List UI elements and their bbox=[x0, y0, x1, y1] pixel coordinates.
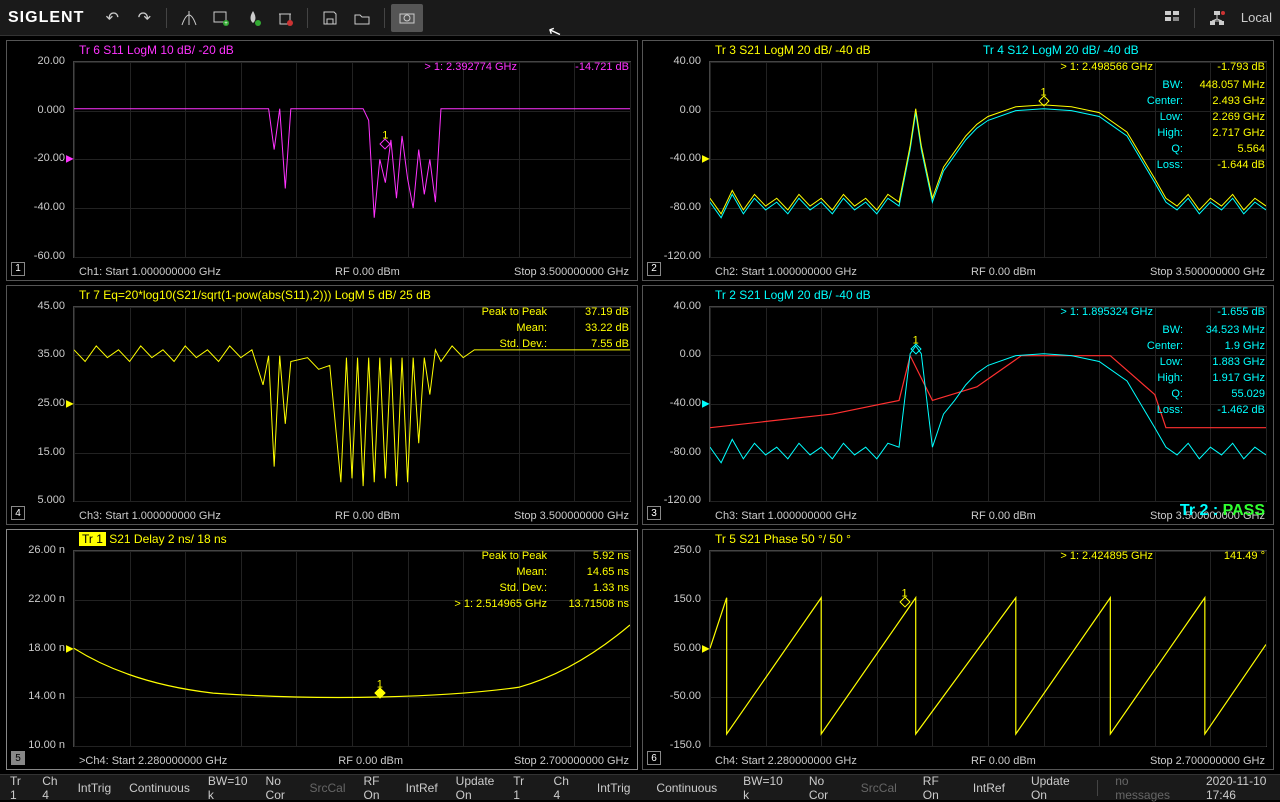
status-item[interactable]: Continuous bbox=[129, 781, 190, 795]
trace-stats: Peak to Peak37.19 dBMean:33.22 dBStd. De… bbox=[482, 304, 629, 352]
status-item[interactable]: IntRef bbox=[973, 781, 1005, 795]
status-item[interactable]: SrcCal bbox=[861, 781, 897, 795]
top-toolbar: SIGLENT ↶ ↷ + Local bbox=[0, 0, 1280, 36]
chart-panel-6[interactable]: Tr 5 S21 Phase 50 °/ 50 ° > 1: 2.424895 G… bbox=[642, 529, 1274, 770]
ref-level-arrow: ▶ bbox=[702, 154, 710, 165]
trace-header: Tr 1 S21 Delay 2 ns/ 18 ns bbox=[79, 532, 227, 546]
save-icon[interactable] bbox=[314, 4, 346, 32]
status-item[interactable]: BW=10 k bbox=[208, 774, 248, 802]
status-item[interactable]: BW=10 k bbox=[743, 774, 783, 802]
add-drop-icon[interactable] bbox=[237, 4, 269, 32]
trace-header: Tr 7 Eq=20*log10(S21/sqrt(1-pow(abs(S11)… bbox=[79, 288, 431, 302]
y-axis: 40.000.00-40.00-80.00-120.00 bbox=[651, 61, 705, 256]
redo-icon[interactable]: ↷ bbox=[128, 4, 160, 32]
network-icon[interactable] bbox=[1201, 4, 1233, 32]
ref-level-arrow: ▶ bbox=[66, 643, 74, 654]
chart-panel-1[interactable]: Tr 6 S11 LogM 10 dB/ -20 dB > 1: 2.392774… bbox=[6, 40, 638, 281]
status-item[interactable]: Tr 1 bbox=[10, 774, 24, 802]
channel-footer: Ch3: Start 1.000000000 GHzRF 0.00 dBmSto… bbox=[79, 510, 629, 522]
plot-area: ▶1 bbox=[709, 550, 1267, 747]
trace-header: Tr 2 S21 LogM 20 dB/ -40 dB bbox=[715, 288, 871, 302]
chart-panel-5[interactable]: Tr 1 S21 Delay 2 ns/ 18 ns Peak to Peak5.… bbox=[6, 529, 638, 770]
channel-footer: Ch1: Start 1.000000000 GHzRF 0.00 dBmSto… bbox=[79, 266, 629, 278]
local-label: Local bbox=[1241, 10, 1272, 25]
status-bar: Tr 1 Ch 4 IntTrig Continuous BW=10 k No Cor Sr… bbox=[0, 774, 1280, 800]
status-item[interactable]: Ch 4 bbox=[554, 774, 571, 802]
y-axis: 26.00 n22.00 n18.00 n14.00 n10.00 n bbox=[15, 550, 69, 745]
chart-panel-4[interactable]: Tr 7 Eq=20*log10(S21/sqrt(1-pow(abs(S11)… bbox=[6, 285, 638, 526]
trace-stats: Peak to Peak5.92 nsMean:14.65 nsStd. Dev… bbox=[454, 548, 629, 612]
undo-icon[interactable]: ↶ bbox=[96, 4, 128, 32]
delete-icon[interactable] bbox=[269, 4, 301, 32]
status-item[interactable]: Continuous bbox=[656, 781, 717, 795]
status-item[interactable]: IntTrig bbox=[78, 781, 112, 795]
channel-footer: Ch2: Start 1.000000000 GHzRF 0.00 dBmSto… bbox=[715, 266, 1265, 278]
trace-header: Tr 3 S21 LogM 20 dB/ -40 dB bbox=[715, 43, 871, 57]
marker-value: -14.721 dB bbox=[575, 61, 629, 73]
panel-number[interactable]: 4 bbox=[11, 506, 25, 520]
status-item[interactable]: No Cor bbox=[266, 774, 292, 802]
status-item[interactable]: RF On bbox=[364, 774, 388, 802]
layout-icon[interactable] bbox=[1156, 4, 1188, 32]
ref-level-arrow: ▶ bbox=[702, 643, 710, 654]
pass-fail-label: Tr 2 : PASS bbox=[1180, 502, 1265, 520]
panel-number[interactable]: 6 bbox=[647, 751, 661, 765]
status-item[interactable]: Update On bbox=[456, 774, 496, 802]
y-axis: 20.000.000-20.00-40.00-60.00 bbox=[15, 61, 69, 256]
channel-footer: >Ch4: Start 2.280000000 GHzRF 0.00 dBmSt… bbox=[79, 755, 629, 767]
status-item[interactable]: IntTrig bbox=[597, 781, 631, 795]
status-item[interactable]: Ch 4 bbox=[42, 774, 59, 802]
chart-panel-3[interactable]: Tr 2 S21 LogM 20 dB/ -40 dB > 1: 1.895324… bbox=[642, 285, 1274, 526]
status-item[interactable]: IntRef bbox=[406, 781, 438, 795]
panel-number[interactable]: 3 bbox=[647, 506, 661, 520]
ref-level-arrow: ▶ bbox=[702, 398, 710, 409]
marker-value: -1.793 dB bbox=[1217, 61, 1265, 73]
status-time: 2020-11-10 17:46 bbox=[1206, 774, 1270, 802]
status-item[interactable]: Update On bbox=[1031, 774, 1071, 802]
brand-logo: SIGLENT bbox=[8, 9, 84, 27]
status-item[interactable]: Tr 1 bbox=[513, 774, 527, 802]
open-icon[interactable] bbox=[346, 4, 378, 32]
y-axis: 40.000.00-40.00-80.00-120.00 bbox=[651, 306, 705, 501]
ref-level-arrow: ▶ bbox=[66, 398, 74, 409]
plot-area: ▶1 bbox=[73, 61, 631, 258]
plot-grid: Tr 6 S11 LogM 10 dB/ -20 dB > 1: 2.392774… bbox=[6, 40, 1274, 770]
marker-freq: > 1: 2.498566 GHz bbox=[1060, 61, 1153, 73]
ref-level-arrow: ▶ bbox=[66, 154, 74, 165]
chart-panel-2[interactable]: Tr 3 S21 LogM 20 dB/ -40 dB Tr 4 S12 LogM… bbox=[642, 40, 1274, 281]
trace-header: Tr 6 S11 LogM 10 dB/ -20 dB bbox=[79, 43, 234, 57]
panel-number[interactable]: 5 bbox=[11, 751, 25, 765]
marker-value: 141.49 ° bbox=[1224, 550, 1265, 562]
channel-footer: Ch4: Start 2.280000000 GHzRF 0.00 dBmSto… bbox=[715, 755, 1265, 767]
status-item[interactable]: No Cor bbox=[809, 774, 835, 802]
svg-text:+: + bbox=[225, 21, 229, 27]
panel-number[interactable]: 2 bbox=[647, 262, 661, 276]
bandwidth-info: BW:34.523 MHzCenter:1.9 GHzLow:1.883 GHz… bbox=[1147, 322, 1265, 418]
measure-icon[interactable] bbox=[173, 4, 205, 32]
y-axis: 45.0035.0025.0015.005.000 bbox=[15, 306, 69, 501]
status-messages: no messages bbox=[1115, 774, 1170, 802]
bandwidth-info: BW:448.057 MHzCenter:2.493 GHzLow:2.269 … bbox=[1147, 77, 1265, 173]
marker-freq: > 1: 2.424895 GHz bbox=[1060, 550, 1153, 562]
status-item[interactable]: SrcCal bbox=[310, 781, 346, 795]
marker-freq: > 1: 1.895324 GHz bbox=[1060, 306, 1153, 318]
trace-header: Tr 5 S21 Phase 50 °/ 50 ° bbox=[715, 532, 851, 546]
y-axis: 250.0150.050.00-50.00-150.0 bbox=[651, 550, 705, 745]
trace-header-2: Tr 4 S12 LogM 20 dB/ -40 dB bbox=[983, 43, 1139, 57]
marker-value: -1.655 dB bbox=[1217, 306, 1265, 318]
status-item[interactable]: RF On bbox=[923, 774, 947, 802]
marker-freq: > 1: 2.392774 GHz bbox=[424, 61, 517, 73]
add-window-icon[interactable]: + bbox=[205, 4, 237, 32]
panel-number[interactable]: 1 bbox=[11, 262, 25, 276]
screenshot-icon[interactable] bbox=[391, 4, 423, 32]
